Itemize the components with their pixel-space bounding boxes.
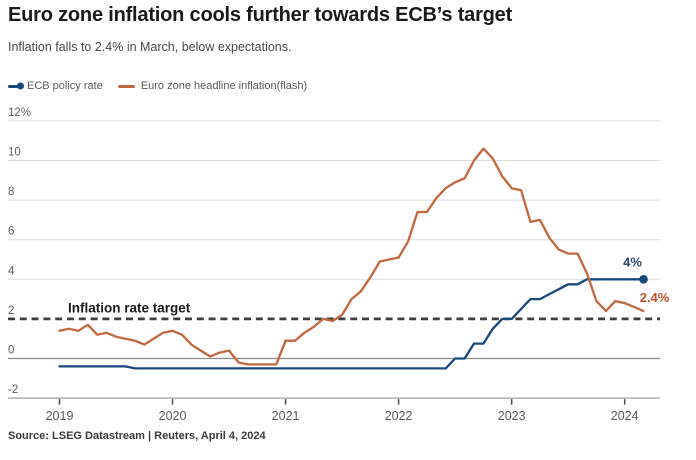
ecb-policy-rate-line — [58, 278, 645, 370]
legend-item-ecb-policy-rate: ECB policy rate — [8, 80, 103, 92]
x-axis-tick-label: 2024 — [611, 409, 639, 423]
y-axis-tick-label: 4 — [8, 265, 15, 277]
inflation-end-value-label: 2.4% — [640, 290, 670, 305]
y-axis-tick-label: 0 — [8, 345, 14, 357]
y-axis-tick-label: 6 — [8, 226, 14, 238]
y-axis-tick-label: 10 — [8, 147, 21, 159]
ecb-end-value-label: 4% — [623, 254, 642, 269]
legend-label: ECB policy rate — [27, 80, 103, 92]
line-icon — [117, 84, 135, 88]
y-axis-tick-label: 2 — [8, 305, 14, 317]
inflation-line — [58, 147, 645, 366]
legend-label: Euro zone headline inflation(flash) — [140, 80, 308, 92]
x-axis-tick-label: 2021 — [272, 409, 300, 423]
line-with-dot-icon — [8, 84, 21, 88]
x-axis-tick-label: 2020 — [159, 409, 187, 423]
source-attribution: Source: LSEG Datastream | Reuters, April… — [8, 430, 266, 442]
chart-subtitle: Inflation falls to 2.4% in March, below … — [8, 40, 292, 54]
x-axis-tick-label: 2022 — [385, 409, 413, 423]
legend: ECB policy rate Euro zone headline infla… — [8, 80, 307, 92]
inflation-target-label: Inflation rate target — [68, 300, 191, 315]
y-axis-tick-label: 8 — [8, 186, 14, 198]
y-axis-tick-label: -2 — [8, 384, 18, 396]
x-axis-tick-label: 2019 — [46, 409, 74, 423]
legend-item-inflation: Euro zone headline inflation(flash) — [117, 80, 308, 92]
page-title: Euro zone inflation cools further toward… — [8, 4, 513, 26]
x-axis-tick-label: 2023 — [498, 409, 526, 423]
ecb-line-end-dot — [639, 275, 648, 284]
y-axis-tick-label: 12% — [8, 107, 31, 119]
